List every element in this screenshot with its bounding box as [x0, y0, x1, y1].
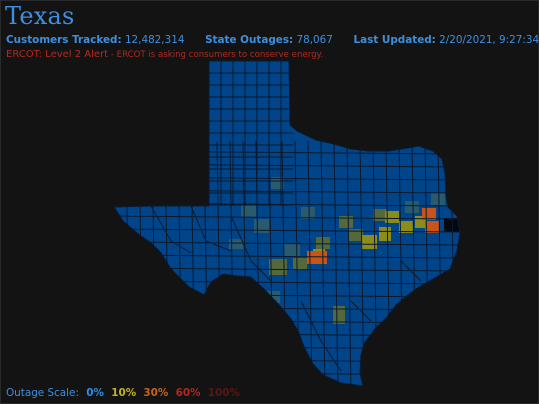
legend-level-60: 60%	[175, 387, 201, 399]
county-highlight-yellow	[399, 221, 413, 233]
county-highlight-olive	[349, 229, 363, 241]
last-updated-value: 2/20/2021, 9:27:34 AM	[439, 34, 539, 46]
county-highlight-dark	[444, 218, 459, 232]
county-highlight-olive	[373, 209, 387, 221]
county-highlight-olive	[333, 306, 345, 324]
state-outages-label: State Outages:	[205, 34, 294, 46]
state-shape	[113, 60, 461, 386]
customers-tracked-label: Customers Tracked:	[6, 34, 122, 46]
county-highlight-yellow	[385, 211, 399, 223]
county-highlight-teal	[229, 239, 243, 249]
county-highlight-teal	[284, 244, 300, 256]
county-highlight-teal	[431, 193, 445, 205]
customers-tracked-value: 12,482,314	[124, 34, 185, 46]
county-highlight-olive	[339, 216, 353, 228]
last-updated-label: Last Updated:	[353, 34, 436, 46]
county-highlight-olive	[269, 259, 287, 275]
county-highlight-orange	[422, 208, 436, 220]
county-highlight-teal	[405, 201, 419, 213]
legend-level-10: 10%	[111, 387, 137, 399]
county-highlight-olive	[293, 258, 307, 270]
legend-label: Outage Scale:	[6, 387, 79, 399]
county-highlight-orange	[307, 251, 327, 264]
county-highlight-yellow	[379, 227, 391, 241]
county-highlight-yellow	[361, 235, 377, 249]
county-highlight-teal	[241, 204, 256, 217]
county-highlight-teal	[254, 219, 269, 233]
outage-scale-legend: Outage Scale: 0% 10% 30% 60% 100%	[6, 387, 244, 399]
page-title: Texas	[5, 2, 75, 30]
county-highlight-teal	[301, 207, 315, 219]
alert-title: ERCOT: Level 2 Alert	[6, 49, 109, 60]
legend-level-30: 30%	[143, 387, 169, 399]
alert-message: - ERCOT is asking consumers to conserve …	[108, 50, 324, 60]
texas-county-map[interactable]	[1, 56, 539, 386]
county-highlight-orange	[425, 221, 439, 233]
stats-bar: Customers Tracked: 12,482,314 State Outa…	[6, 34, 539, 46]
legend-level-0: 0%	[86, 387, 104, 399]
ercot-alert: ERCOT: Level 2 Alert - ERCOT is asking c…	[6, 49, 323, 60]
state-outages-value: 78,067	[296, 34, 333, 46]
legend-level-100: 100%	[207, 387, 240, 399]
